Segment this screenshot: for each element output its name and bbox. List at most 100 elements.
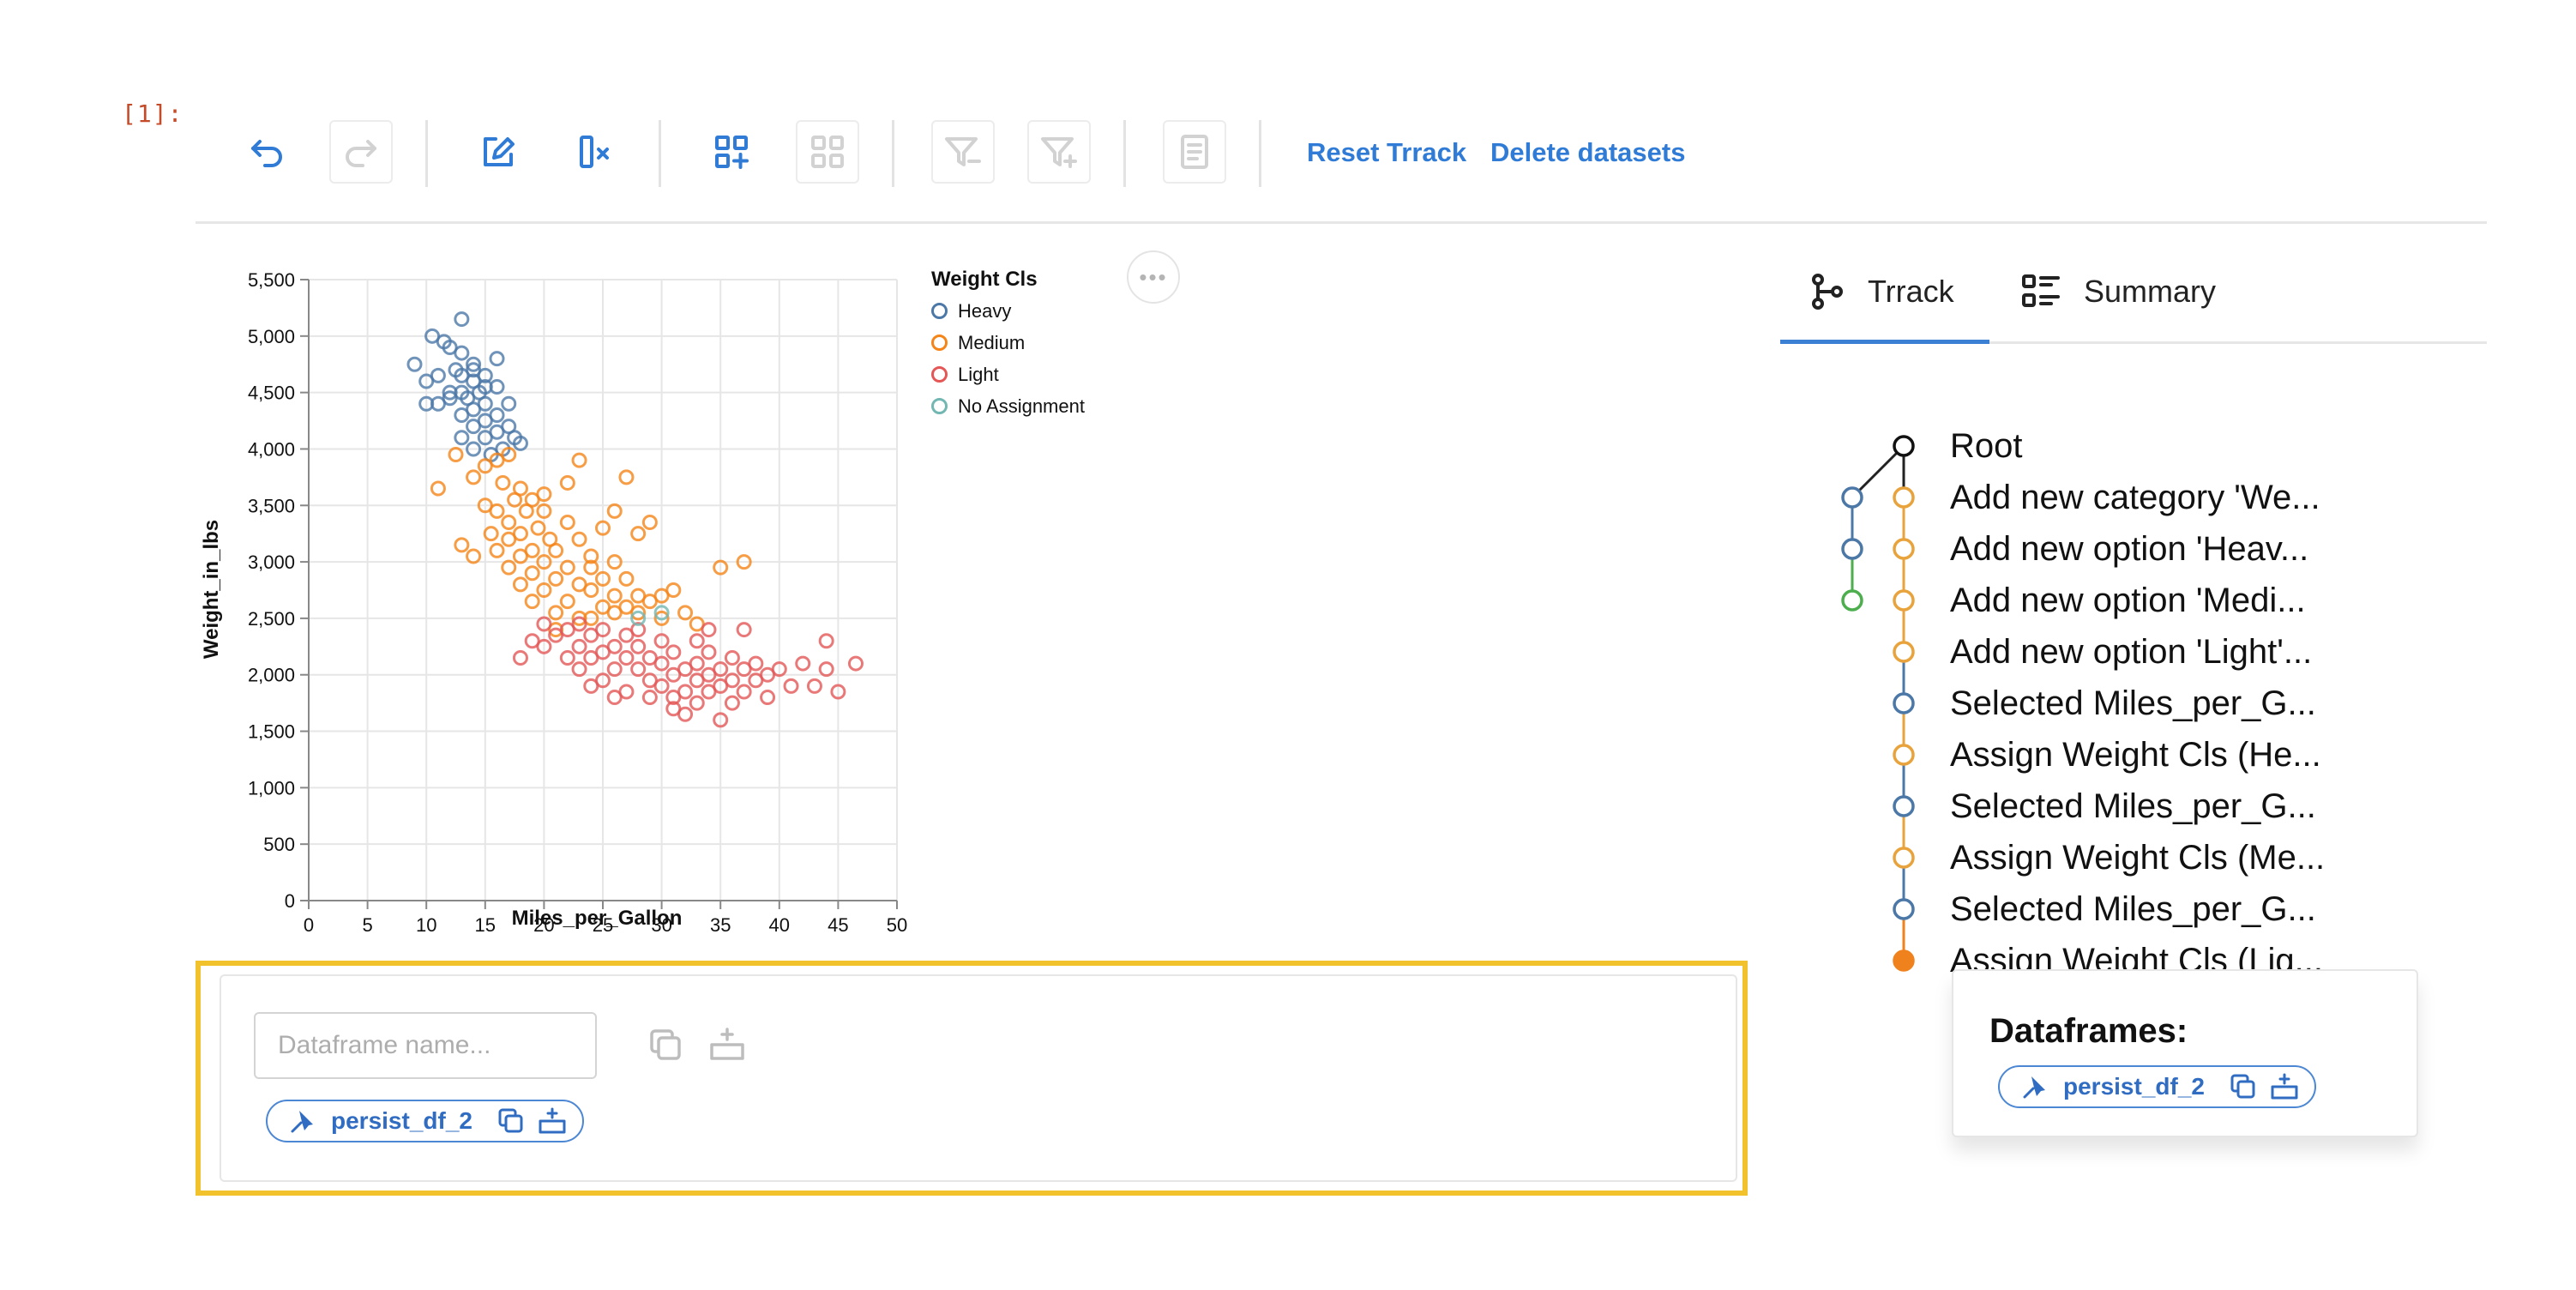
data-point-heavy[interactable] <box>466 356 482 372</box>
data-point-medium[interactable] <box>583 548 599 564</box>
data-point-medium[interactable] <box>489 503 505 519</box>
edit-button[interactable] <box>466 120 530 184</box>
tree-node[interactable] <box>1893 949 1915 972</box>
data-point-light[interactable] <box>736 684 752 700</box>
data-point-light[interactable] <box>665 644 682 660</box>
data-point-light[interactable] <box>641 649 658 666</box>
data-point-light[interactable] <box>677 661 694 678</box>
data-point-medium[interactable] <box>689 616 705 632</box>
data-point-heavy[interactable] <box>454 367 470 383</box>
data-point-medium[interactable] <box>501 531 517 547</box>
data-point-medium[interactable] <box>495 474 511 491</box>
data-point-medium[interactable] <box>512 526 528 542</box>
data-point-light[interactable] <box>512 649 528 666</box>
data-point-light[interactable] <box>713 678 729 694</box>
data-point-no-assignment[interactable] <box>653 605 670 621</box>
data-point-light[interactable] <box>748 655 764 672</box>
data-point-heavy[interactable] <box>466 419 482 435</box>
document-button[interactable] <box>1163 120 1226 184</box>
data-point-heavy[interactable] <box>466 401 482 418</box>
data-point-heavy[interactable] <box>489 407 505 423</box>
data-point-heavy[interactable] <box>454 430 470 446</box>
tree-node[interactable] <box>1841 486 1863 509</box>
data-point-medium[interactable] <box>595 570 611 587</box>
data-point-heavy[interactable] <box>454 407 470 423</box>
data-point-medium[interactable] <box>630 588 647 604</box>
data-point-light[interactable] <box>701 684 717 700</box>
data-point-light[interactable] <box>701 666 717 683</box>
data-point-medium[interactable] <box>512 576 528 593</box>
data-point-medium[interactable] <box>512 480 528 497</box>
data-point-heavy[interactable] <box>466 441 482 457</box>
data-point-medium[interactable] <box>524 491 540 508</box>
data-point-light[interactable] <box>630 661 647 678</box>
data-point-heavy[interactable] <box>430 395 446 412</box>
data-point-medium[interactable] <box>536 503 552 519</box>
data-point-light[interactable] <box>630 638 647 654</box>
data-point-medium[interactable] <box>583 610 599 626</box>
data-point-medium[interactable] <box>501 515 517 531</box>
data-point-medium[interactable] <box>489 542 505 558</box>
data-point-light[interactable] <box>665 701 682 717</box>
data-point-medium[interactable] <box>606 503 623 519</box>
data-point-light[interactable] <box>641 690 658 706</box>
data-point-light[interactable] <box>677 684 694 700</box>
data-point-medium[interactable] <box>618 599 635 615</box>
data-point-medium[interactable] <box>454 537 470 553</box>
data-point-heavy[interactable] <box>466 362 482 378</box>
data-point-light[interactable] <box>606 661 623 678</box>
copy-dataframe-button[interactable] <box>647 1026 684 1068</box>
data-point-heavy[interactable] <box>477 395 493 412</box>
tab-trrack[interactable]: Trrack <box>1809 273 1954 310</box>
data-point-medium[interactable] <box>653 610 670 626</box>
data-point-no-assignment[interactable] <box>630 610 647 626</box>
tree-node[interactable] <box>1841 589 1863 612</box>
data-point-light[interactable] <box>689 633 705 649</box>
legend-item-heavy[interactable]: Heavy <box>931 295 1085 327</box>
data-point-light[interactable] <box>571 616 587 632</box>
data-point-light[interactable] <box>713 712 729 728</box>
data-point-light[interactable] <box>748 672 764 689</box>
data-point-medium[interactable] <box>630 526 647 542</box>
data-point-heavy[interactable] <box>477 379 493 395</box>
data-point-medium[interactable] <box>606 588 623 604</box>
data-point-medium[interactable] <box>530 520 546 536</box>
data-point-medium[interactable] <box>571 531 587 547</box>
data-point-medium[interactable] <box>571 452 587 468</box>
data-point-light[interactable] <box>724 672 740 689</box>
data-point-medium[interactable] <box>466 469 482 485</box>
data-point-light[interactable] <box>689 672 705 689</box>
data-point-medium[interactable] <box>524 565 540 582</box>
data-point-medium[interactable] <box>512 548 528 564</box>
tree-node-label[interactable]: Add new option 'Medi... <box>1950 582 2306 619</box>
data-point-heavy[interactable] <box>477 413 493 429</box>
tree-node[interactable] <box>1893 847 1915 869</box>
data-point-light[interactable] <box>713 661 729 678</box>
data-point-light[interactable] <box>606 690 623 706</box>
tree-node-label[interactable]: Add new option 'Heav... <box>1950 530 2309 568</box>
add-category-button[interactable] <box>700 120 763 184</box>
data-point-light[interactable] <box>665 666 682 683</box>
dataframe-name-input[interactable] <box>254 1012 597 1079</box>
upload-icon[interactable] <box>2270 1072 2299 1101</box>
tree-node-label[interactable]: Assign Weight Cls (Me... <box>1950 839 2326 877</box>
data-point-medium[interactable] <box>595 520 611 536</box>
filter-in-button[interactable] <box>1027 120 1091 184</box>
tree-node[interactable] <box>1893 641 1915 663</box>
data-point-medium[interactable] <box>630 605 647 621</box>
data-point-medium[interactable] <box>665 582 682 598</box>
popup-dataframe-chip[interactable]: persist_df_2 <box>1998 1065 2316 1108</box>
chart-points[interactable] <box>406 311 864 728</box>
data-point-light[interactable] <box>806 678 822 694</box>
copy-icon[interactable] <box>2229 1072 2258 1101</box>
data-point-light[interactable] <box>701 644 717 660</box>
data-point-heavy[interactable] <box>406 356 423 372</box>
data-point-medium[interactable] <box>466 548 482 564</box>
data-point-light[interactable] <box>724 649 740 666</box>
data-point-light[interactable] <box>818 633 834 649</box>
data-point-light[interactable] <box>548 627 564 643</box>
data-point-medium[interactable] <box>618 469 635 485</box>
more-options-button[interactable]: ••• <box>1127 250 1180 304</box>
clear-selection-button[interactable] <box>563 120 626 184</box>
data-point-light[interactable] <box>606 638 623 654</box>
